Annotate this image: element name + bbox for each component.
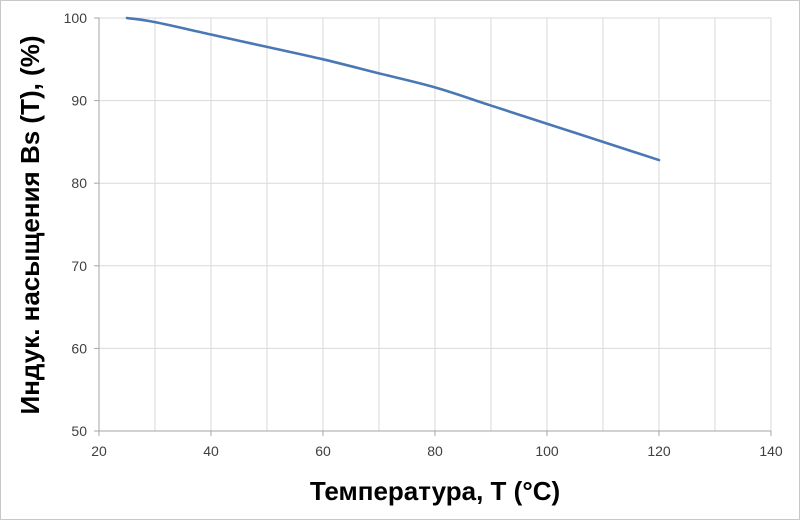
x-tick-label-80: 80 (427, 443, 443, 459)
y-tick-label-50: 50 (71, 423, 87, 439)
x-tick-label-120: 120 (647, 443, 671, 459)
x-tick-label-100: 100 (535, 443, 559, 459)
x-tick-label-140: 140 (759, 443, 783, 459)
x-tick-label-20: 20 (91, 443, 107, 459)
series-layer (125, 16, 661, 162)
tick-labels: 20 40 60 80 100 120 140 50 60 70 80 90 100 (64, 10, 783, 459)
y-tick-label-90: 90 (71, 93, 87, 109)
y-tick-label-60: 60 (71, 340, 87, 356)
y-tick-label-80: 80 (71, 175, 87, 191)
x-tick-label-60: 60 (315, 443, 331, 459)
y-axis-title: Индук. насыщения Bs (T), (%) (15, 36, 45, 415)
y-tick-label-100: 100 (64, 10, 88, 26)
series-line-0 (125, 16, 661, 162)
x-tick-label-40: 40 (203, 443, 219, 459)
x-axis-title: Температура, T (°C) (310, 476, 560, 506)
y-tick-label-70: 70 (71, 258, 87, 274)
axes (94, 17, 772, 436)
grid-lines (99, 17, 772, 431)
